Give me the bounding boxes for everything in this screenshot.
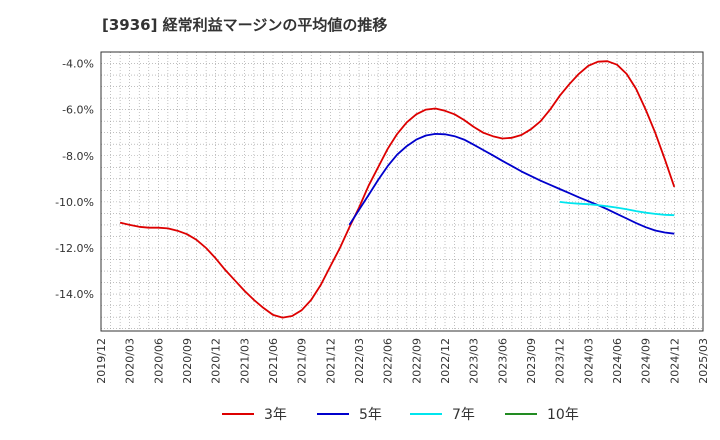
x-tick-label: 2021/12 (324, 338, 337, 384)
x-tick-label: 2020/06 (152, 338, 165, 384)
x-tick-label: 2024/12 (668, 338, 681, 384)
x-tick-label: 2019/12 (95, 338, 108, 384)
x-tick-label: 2025/03 (697, 338, 710, 384)
x-tick-label: 2021/09 (296, 338, 309, 384)
x-tick-label: 2024/09 (640, 338, 653, 384)
series-lines (119, 60, 676, 319)
series-line-3 (559, 201, 675, 217)
x-tick-label: 2024/06 (611, 338, 624, 384)
x-tick-label: 2021/06 (267, 338, 280, 384)
x-tick-label: 2020/03 (124, 338, 137, 384)
x-axis-ticks: 2019/12 2020/03 2020/06 2020/09 2020/12 2021/… (95, 338, 710, 384)
y-tick-label: -12.0% (55, 242, 94, 255)
y-tick-label: -10.0% (55, 196, 94, 209)
y-axis-ticks: -4.0% -6.0% -8.0% -10.0% -12.0% -14.0% (55, 58, 94, 302)
series-line-1 (119, 60, 676, 319)
x-tick-label: 2024/03 (582, 338, 595, 384)
x-tick-label: 2020/09 (181, 338, 194, 384)
x-tick-label: 2023/12 (554, 338, 567, 384)
legend-label-2: 5年 (359, 407, 382, 423)
legend-label-3: 7年 (452, 407, 475, 423)
x-tick-label: 2023/03 (468, 338, 481, 384)
y-tick-label: -14.0% (55, 288, 94, 301)
legend-label-1: 3年 (264, 407, 287, 423)
x-tick-label: 2022/03 (353, 338, 366, 384)
legend: 3年 5年 7年 10年 (222, 407, 579, 423)
y-tick-label: -4.0% (62, 58, 94, 71)
plot-frame (100, 51, 704, 332)
x-tick-label: 2023/06 (496, 338, 509, 384)
chart-title: [3936] 経常利益マージンの平均値の推移 (102, 16, 388, 34)
x-tick-label: 2022/06 (382, 338, 395, 384)
grid (101, 51, 703, 331)
x-tick-label: 2022/12 (439, 338, 452, 384)
y-tick-label: -6.0% (62, 104, 94, 117)
y-tick-label: -8.0% (62, 150, 94, 163)
x-tick-label: 2023/09 (525, 338, 538, 384)
x-tick-label: 2020/12 (210, 338, 223, 384)
legend-label-4: 10年 (547, 407, 579, 423)
x-tick-label: 2021/03 (238, 338, 251, 384)
series-line-2 (348, 132, 675, 235)
x-tick-label: 2022/09 (410, 338, 423, 384)
